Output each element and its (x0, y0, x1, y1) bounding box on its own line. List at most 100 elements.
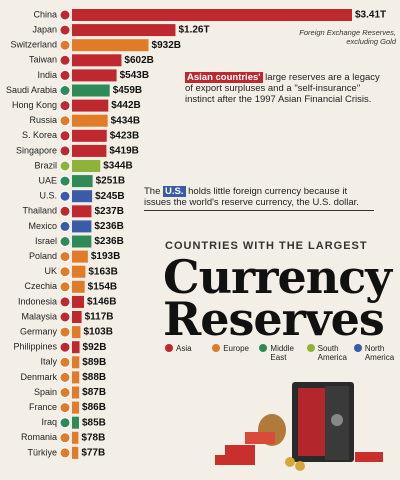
legend-label: North America (364, 344, 395, 362)
bar (72, 24, 176, 37)
value-label: $434B (111, 115, 140, 126)
bar (72, 160, 101, 172)
category-label: Switzerland (10, 40, 57, 50)
chart-subtitle: COUNTRIES WITH THE LARGEST (165, 240, 368, 252)
bar (72, 416, 79, 429)
bar (72, 220, 92, 233)
value-label: $442B (111, 100, 140, 111)
flag (59, 402, 71, 414)
flag (59, 69, 71, 81)
category-label: France (29, 402, 57, 412)
bar (72, 250, 88, 263)
value-label: $236B (94, 236, 123, 247)
bar (72, 311, 82, 323)
category-label: U.S. (39, 191, 57, 201)
annotation-text: large reserves are a legacy of export su… (185, 72, 380, 105)
category-label: Indonesia (18, 296, 57, 306)
chart-title: Currency (163, 250, 392, 304)
bar (72, 84, 110, 97)
value-label: $87B (82, 387, 106, 398)
category-label: Mexico (28, 221, 57, 231)
safe-illustration (215, 382, 383, 471)
flag (59, 130, 71, 142)
value-label: $932B (152, 40, 181, 51)
value-label: $154B (88, 281, 117, 292)
value-label: $419B (109, 146, 138, 157)
bar (72, 69, 117, 82)
chart-title: Reserves (163, 292, 385, 346)
bar (72, 54, 122, 67)
value-label: $543B (120, 70, 149, 81)
category-label: Taiwan (29, 55, 57, 65)
value-label: $78B (81, 432, 105, 443)
flag (59, 281, 71, 293)
legend-swatch (259, 344, 268, 352)
flag (59, 145, 71, 157)
category-label: Singapore (16, 145, 57, 155)
flag (59, 356, 71, 368)
value-label: $92B (83, 342, 107, 353)
flag (59, 85, 71, 96)
bar (72, 401, 80, 414)
value-label: $459B (113, 85, 142, 96)
legend-swatch (306, 344, 315, 352)
value-label: $117B (85, 312, 114, 323)
flag (59, 341, 71, 353)
value-label: $245B (95, 191, 124, 202)
category-label: Germany (20, 326, 58, 336)
annotation-text: holds little foreign currency because it… (144, 186, 359, 208)
category-label: India (37, 70, 57, 80)
bar (72, 265, 86, 278)
category-label: UAE (38, 175, 57, 185)
category-label: Romania (21, 432, 57, 442)
category-label: Czechia (24, 281, 57, 291)
flag (59, 417, 71, 429)
flag (59, 54, 71, 66)
flag (59, 326, 71, 338)
value-label: $193B (91, 251, 120, 262)
bar (72, 129, 107, 142)
legend-item: Europe (212, 344, 253, 362)
legend-label: Asia (176, 344, 192, 353)
bar (72, 99, 109, 112)
flag (59, 190, 71, 202)
bar (72, 114, 108, 127)
bar (72, 39, 149, 52)
flag (59, 160, 71, 172)
flag (59, 387, 71, 398)
category-label: Russia (29, 115, 57, 125)
value-label: $89B (82, 357, 106, 368)
annotation-highlight: Asian countries' (185, 72, 263, 83)
category-label: Spain (34, 387, 57, 397)
flag (59, 9, 71, 21)
flag (59, 24, 71, 36)
bar (72, 386, 80, 399)
category-label: Saudi Arabia (6, 85, 57, 95)
flag (59, 100, 71, 112)
category-label: Denmark (20, 372, 57, 382)
bar (72, 326, 81, 339)
category-label: Türkiye (27, 447, 57, 457)
category-label: China (33, 9, 57, 19)
category-label: Malaysia (21, 311, 57, 321)
bar (72, 295, 84, 308)
legend-swatch (212, 344, 221, 352)
flag (59, 236, 71, 247)
flag (59, 266, 71, 278)
bar (72, 144, 107, 157)
flag (59, 296, 71, 308)
bar (72, 341, 80, 354)
value-label: $85B (82, 417, 106, 428)
legend-label: South America (317, 344, 347, 362)
category-label: Thailand (22, 206, 57, 216)
annotation-highlight: U.S. (163, 186, 186, 197)
annotation: The U.S. holds little foreign currency b… (144, 186, 374, 211)
value-label: $237B (94, 206, 123, 217)
bar (72, 175, 93, 188)
category-label: S. Korea (22, 130, 57, 140)
category-label: UK (44, 266, 57, 276)
value-label: $77B (81, 448, 105, 459)
flag (59, 447, 71, 459)
bar (72, 235, 92, 248)
value-label: $602B (124, 55, 153, 66)
